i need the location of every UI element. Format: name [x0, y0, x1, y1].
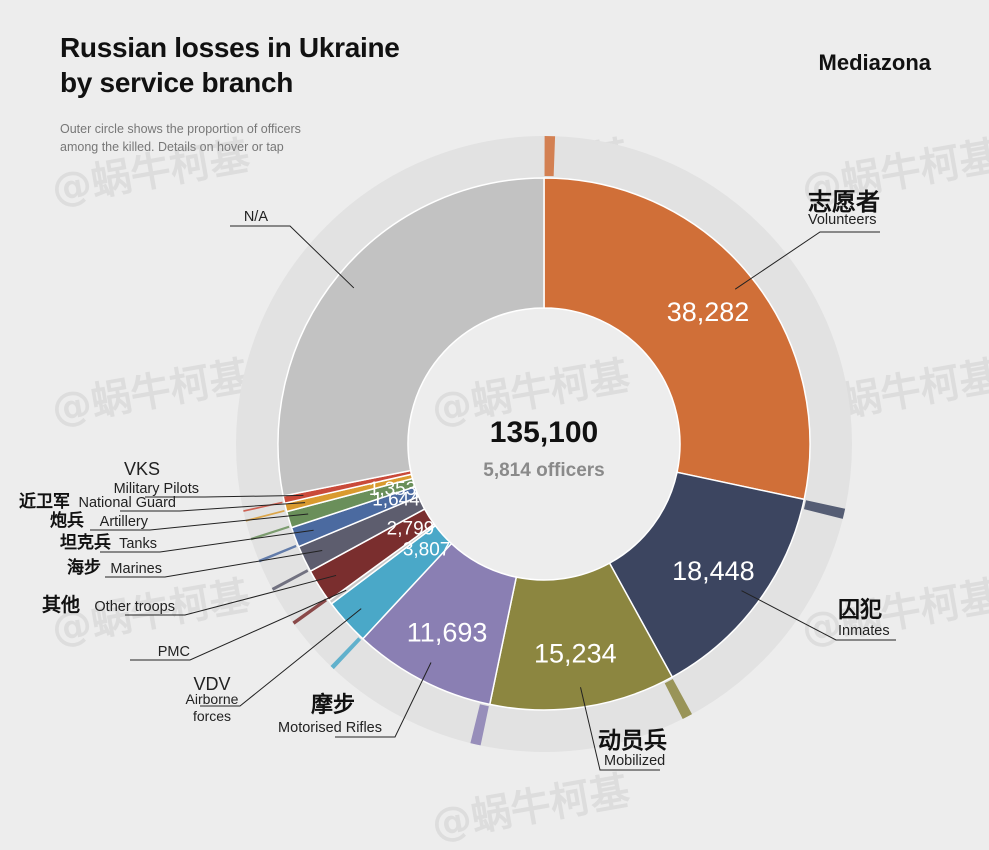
- callout-line: [105, 549, 323, 578]
- callout-chinese-label: 炮兵: [50, 510, 84, 531]
- callout-line: [120, 502, 306, 512]
- callout-label: Mobilized: [604, 753, 665, 769]
- slice-value-label: 15,234: [534, 639, 617, 669]
- officer-segment-motorised-rifles[interactable]: [470, 704, 489, 746]
- chart-title: Russian losses in Ukraine by service bra…: [60, 32, 400, 98]
- callout-line: [125, 574, 337, 616]
- callout-chinese-label: 志愿者: [808, 187, 880, 216]
- slice-value-label: 3,807: [403, 540, 451, 561]
- officer-segment-inmates[interactable]: [803, 500, 846, 519]
- callout-line: [734, 231, 880, 290]
- slice-value-label: 1,353: [369, 479, 417, 500]
- callout-label: Other troops: [94, 599, 175, 615]
- callout-label: Military Pilots: [114, 481, 199, 497]
- callout-chinese-label: 囚犯: [838, 597, 882, 623]
- callout-chinese-label: 近卫军: [19, 491, 70, 512]
- center-total: 135,100: [490, 416, 598, 449]
- chart-subtitle: Outer circle shows the proportion of off…: [60, 122, 301, 154]
- callout-line: [741, 590, 896, 641]
- officer-segment-marines[interactable]: [271, 569, 309, 591]
- callout-chinese-label: 坦克兵: [60, 532, 111, 553]
- officer-ring: [236, 136, 852, 752]
- callout-label: Inmates: [838, 623, 890, 639]
- callout-line: [200, 608, 362, 707]
- callout-label: Artillery: [100, 514, 149, 530]
- callout-line: [230, 225, 355, 289]
- callout-label: Motorised Rifles: [278, 720, 382, 736]
- center-officers: 5,814 officers: [483, 460, 604, 481]
- officer-segment-mobilized[interactable]: [664, 679, 692, 719]
- callout-chinese-label: 其他: [42, 593, 80, 616]
- slice-value-label: 18,448: [672, 556, 755, 586]
- callout-prefix: VKS: [124, 459, 160, 479]
- callout-label: Volunteers: [808, 212, 877, 228]
- callout-label: National Guard: [78, 495, 176, 511]
- callout-chinese-label: 动员兵: [598, 727, 667, 754]
- callout-prefix: VDV: [193, 674, 230, 694]
- callout-line: [130, 589, 347, 661]
- officer-segment-artillery[interactable]: [250, 525, 290, 541]
- callout-label: Tanks: [119, 536, 157, 552]
- slice-volunteers[interactable]: [543, 177, 811, 501]
- callout-chinese-label: 海步: [67, 557, 101, 578]
- donut-slices[interactable]: [277, 177, 811, 711]
- callout-line: [145, 494, 304, 498]
- callout-line: [335, 662, 432, 738]
- callout-chinese-label: 摩步: [311, 692, 355, 718]
- callout-label: N/A: [244, 209, 269, 225]
- callout-line: [580, 687, 660, 771]
- officer-segment-other-troops[interactable]: [292, 598, 327, 625]
- callout-label: forces: [193, 708, 231, 724]
- slice-value-label: 2,799: [387, 518, 435, 539]
- officer-ring-track: [236, 136, 852, 752]
- slice-value-label: 1,644: [372, 489, 420, 510]
- callout-label: Marines: [110, 561, 162, 577]
- officer-segment-tanks[interactable]: [258, 544, 297, 563]
- officer-segment-military-pilots[interactable]: [243, 501, 283, 512]
- callout-label: PMC: [158, 644, 190, 660]
- callout-line: [90, 513, 309, 531]
- officer-segment-volunteers[interactable]: [544, 136, 556, 177]
- officer-segment-national-guard[interactable]: [245, 510, 285, 522]
- slice-value-label: 11,693: [407, 617, 488, 647]
- officer-segment-airborne-forces[interactable]: [330, 637, 362, 670]
- slice-value-labels: 38,28218,44815,23411,6933,8072,7991,6441…: [369, 297, 755, 668]
- slice-n-a[interactable]: [277, 177, 545, 497]
- brand-logo[interactable]: Mediazona: [818, 50, 931, 75]
- slice-value-label: 38,282: [667, 297, 750, 327]
- callout-label: AirborneAirborne forces: [186, 691, 239, 707]
- callout-line: [100, 529, 314, 553]
- donut-chart[interactable]: 38,28218,44815,23411,6933,8072,7991,6441…: [0, 0, 989, 820]
